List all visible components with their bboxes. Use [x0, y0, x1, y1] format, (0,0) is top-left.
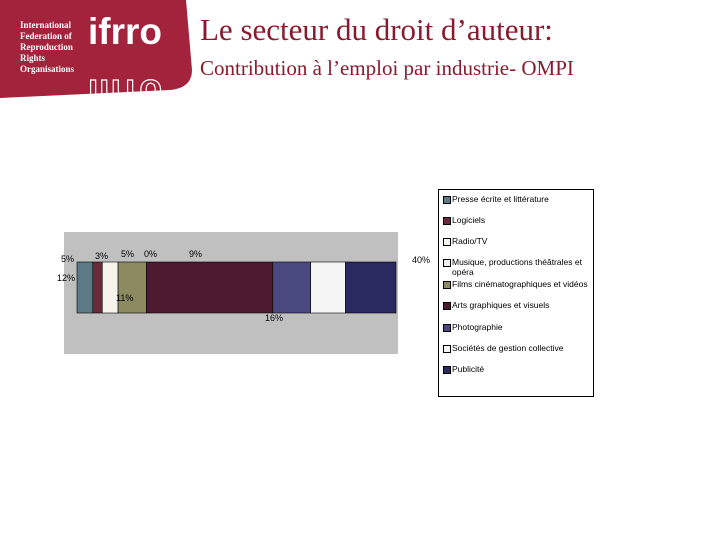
bar-segment	[345, 261, 397, 314]
legend-label: Films cinématographiques et vidéos	[452, 279, 588, 289]
legend-label: Presse écrite et littérature	[452, 194, 549, 204]
legend-item: Logiciels	[443, 215, 592, 225]
legend-swatch	[443, 238, 451, 246]
logo-org-line: Federation of	[20, 31, 73, 41]
logo-org-line: Organisations	[20, 64, 75, 74]
page-title: Le secteur du droit d’auteur:	[200, 12, 553, 47]
data-label: 16%	[265, 313, 283, 323]
legend-label: Publicité	[452, 364, 485, 374]
bar-segment	[101, 261, 119, 314]
data-label: 40%	[412, 255, 430, 265]
stacked-bar-chart: 5% 3% 5% 0% 9% 40% 12% 11% 16%	[57, 232, 430, 354]
legend-label: Photographie	[452, 322, 503, 332]
legend-item: Photographie	[443, 322, 592, 332]
ifrro-logo: International Federation of Reproduction…	[0, 0, 192, 98]
legend-item: Arts graphiques et visuels	[443, 300, 592, 310]
logo-org-line: Rights	[20, 53, 46, 63]
legend-swatch	[443, 324, 451, 332]
logo-org-line: International	[20, 20, 72, 30]
legend-swatch	[443, 345, 451, 353]
legend-item: Radio/TV	[443, 236, 592, 246]
data-label: 9%	[189, 249, 202, 259]
logo-background	[0, 0, 192, 98]
legend-swatch	[443, 196, 451, 204]
bar-segment	[146, 261, 274, 314]
bar-segment	[272, 261, 312, 314]
legend-swatch	[443, 302, 451, 310]
chart-legend: Presse écrite et littérature Logiciels Rad…	[438, 189, 594, 397]
legend-label: Sociétés de gestion collective	[452, 343, 564, 353]
legend-label: Musique, productions théâtrales et opéra	[452, 257, 582, 277]
legend-label: Arts graphiques et visuels	[452, 300, 550, 310]
logo-org-line: Reproduction	[20, 42, 73, 52]
legend-item: Publicité	[443, 364, 592, 374]
bar-segment	[310, 261, 346, 314]
bar-segment	[76, 261, 94, 314]
logo-acronym-reflection: ifrro	[88, 72, 162, 98]
logo-acronym: ifrro	[88, 11, 162, 52]
bar-segment	[92, 261, 103, 314]
legend-swatch	[443, 259, 451, 267]
legend-label: Radio/TV	[452, 236, 488, 246]
page-subtitle: Contribution à l’emploi par industrie- O…	[200, 56, 574, 80]
legend-item: Sociétés de gestion collective	[443, 343, 592, 353]
data-label: 11%	[116, 293, 133, 303]
legend-item: Presse écrite et littérature	[443, 194, 592, 204]
data-label: 5%	[61, 254, 74, 264]
legend-swatch	[443, 217, 451, 225]
data-label: 3%	[95, 251, 108, 261]
bar-segment	[117, 261, 147, 314]
legend-swatch	[443, 366, 451, 374]
legend-label: Logiciels	[452, 215, 486, 225]
data-label: 0%	[144, 249, 157, 259]
data-label: 5%	[121, 249, 134, 259]
legend-item: Films cinématographiques et vidéos	[443, 279, 592, 289]
data-label: 12%	[57, 273, 75, 283]
legend-item: Musique, productions théâtrales et opéra	[443, 257, 592, 277]
legend-swatch	[443, 281, 451, 289]
